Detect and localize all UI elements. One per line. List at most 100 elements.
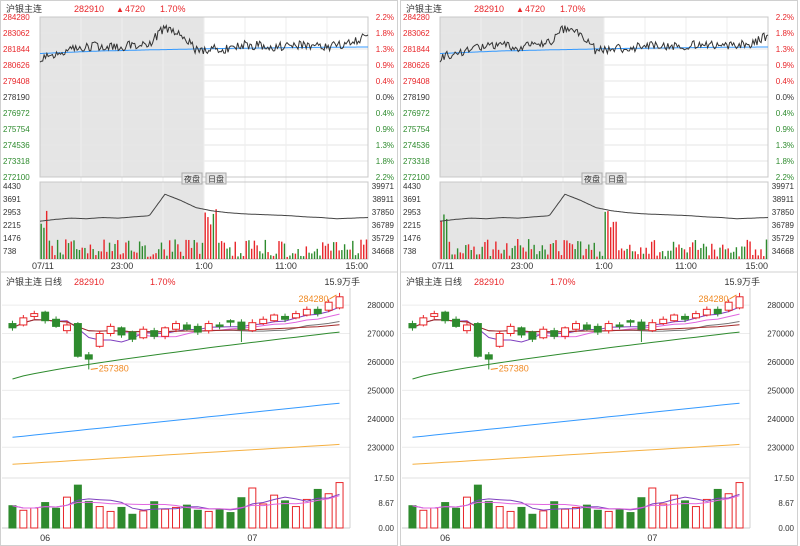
oi-tick: 38911: [372, 195, 394, 204]
candle-body: [8, 323, 17, 329]
month-label: 07: [247, 533, 257, 543]
ma120-line: [412, 402, 740, 438]
candle-body: [408, 323, 417, 329]
volume-bar: [264, 239, 267, 259]
price-change: 4720: [525, 4, 545, 14]
volume-bar: [141, 246, 144, 259]
volume-bar: [106, 510, 115, 529]
volume-bar: [441, 502, 450, 529]
volume-bar: [738, 256, 740, 259]
volume-bar: [43, 227, 45, 259]
candle-body: [637, 321, 646, 330]
symbol-name: 沪银主连: [6, 3, 42, 14]
volume-bar: [456, 248, 459, 259]
volume-tick: 1476: [3, 234, 21, 243]
volume-bar: [527, 239, 530, 259]
volume-bar: [259, 251, 261, 259]
oi-tick: 35729: [772, 234, 795, 243]
volume-bar: [577, 241, 579, 259]
volume-bar: [596, 256, 598, 259]
volume-bar: [270, 494, 279, 529]
volume-bar: [190, 247, 193, 259]
oi-tick: 35729: [372, 234, 395, 243]
volume-bar: [561, 508, 570, 529]
price-tick: 275754: [3, 125, 30, 134]
volume-tick: 738: [3, 247, 17, 256]
volume-bar: [763, 256, 765, 259]
symbol-name: 沪银主连: [406, 3, 442, 14]
volume-bar: [270, 255, 272, 259]
volume-bar: [582, 504, 591, 529]
session-tag-label: 夜盘: [184, 174, 200, 184]
volume-bar: [700, 248, 702, 259]
candle-body: [281, 315, 290, 320]
candle-body: [604, 323, 613, 332]
volume-bar: [248, 487, 257, 529]
candle-body: [735, 296, 744, 309]
pct-tick: 0.4%: [776, 109, 794, 118]
volume-bar: [473, 246, 475, 259]
volume-bar: [503, 249, 505, 259]
volume-tick: 0.00: [778, 524, 794, 533]
volume-bar: [261, 253, 264, 259]
annotation-pointer: [729, 294, 737, 300]
volume-bar: [155, 253, 157, 259]
volume-bar: [604, 211, 606, 259]
volume-tick: 2215: [403, 221, 421, 230]
volume-bar: [97, 251, 100, 259]
volume-bar: [242, 256, 245, 259]
volume-bar: [201, 242, 204, 259]
candle-body: [182, 324, 191, 330]
open-interest-line: [39, 193, 369, 222]
volume-bar: [506, 243, 508, 259]
volume-bar: [294, 253, 297, 259]
volume-bar: [448, 241, 451, 259]
pct-tick: 0.4%: [776, 77, 794, 86]
price-tick: 272100: [3, 173, 30, 182]
volume-bar: [89, 244, 92, 259]
kline-y-tick: 250000: [367, 386, 394, 395]
volume-bar: [656, 255, 658, 259]
kline-y-tick: 280000: [767, 301, 794, 310]
volume-bar: [683, 249, 686, 259]
pct-tick: 1.8%: [776, 157, 794, 166]
candle-body: [681, 315, 690, 320]
volume-bar: [215, 509, 224, 529]
volume-bar: [193, 509, 202, 529]
volume-bar: [319, 255, 321, 259]
price-line: [439, 24, 769, 63]
volume-bar: [308, 252, 310, 259]
volume-bar: [568, 243, 571, 259]
volume-bar: [528, 513, 537, 529]
ma120-line: [12, 402, 340, 438]
volume-bar: [702, 498, 711, 529]
pct-tick: 2.2%: [776, 13, 794, 22]
change-percent: 1.70%: [550, 277, 576, 287]
volume-bar: [719, 247, 721, 259]
candle-body: [62, 324, 71, 332]
volume-bar: [732, 251, 735, 259]
volume-bar: [117, 240, 119, 259]
oi-tick: 36789: [372, 221, 395, 230]
volume-bar: [637, 497, 646, 529]
volume-bar: [92, 249, 94, 259]
symbol-name: 沪银主连: [6, 276, 42, 287]
volume-bar: [172, 506, 180, 529]
candle-body: [204, 323, 213, 332]
candle-body: [441, 311, 450, 322]
volume-bar: [451, 254, 453, 259]
volume-bar: [691, 506, 700, 529]
volume-bar: [724, 493, 733, 529]
candle-body: [52, 318, 61, 327]
volume-bar: [193, 239, 195, 259]
volume-bar: [324, 493, 333, 529]
volume-bar: [84, 500, 93, 529]
volume-bar: [302, 498, 311, 529]
candle-body: [452, 318, 461, 327]
candle-body: [648, 322, 657, 332]
volume-bar: [122, 253, 124, 259]
volume-bar: [322, 242, 324, 259]
volume-bar: [637, 254, 639, 259]
session-tag: [181, 172, 203, 185]
volume-bar: [626, 248, 628, 259]
